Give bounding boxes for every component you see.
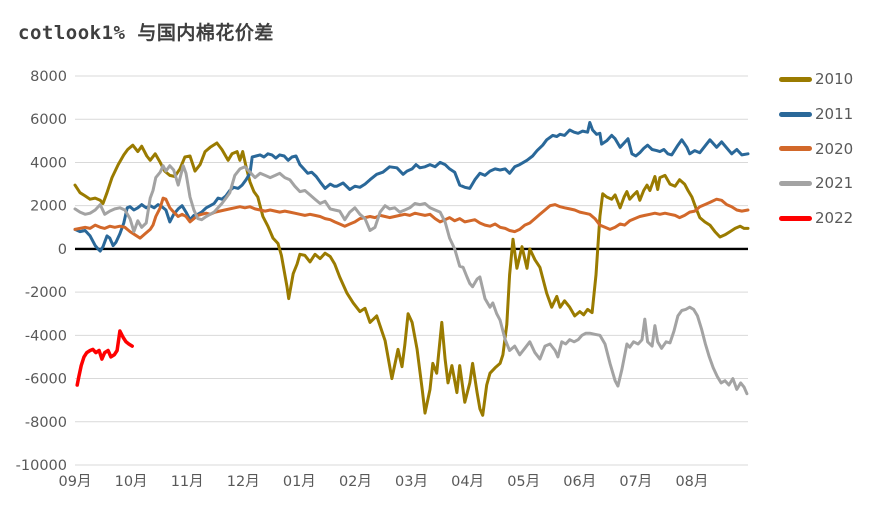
legend-label: 2010	[815, 70, 854, 89]
legend-swatch-icon	[779, 146, 812, 152]
series-line-2021	[73, 164, 749, 396]
x-axis-label: 09月	[59, 474, 92, 490]
legend-item-2021: 2021	[779, 166, 879, 201]
series-line-2020	[73, 196, 750, 240]
y-axis-label: 6000	[30, 112, 67, 128]
x-axis-label: 07月	[619, 474, 652, 490]
y-axis-label: 4000	[30, 155, 67, 171]
legend-item-2011: 2011	[779, 97, 879, 132]
legend-swatch-icon	[779, 111, 812, 117]
x-axis-labels: 09月 10月 11月 12月 01月 02月 03月 04月 05月 06月 07月 08月	[59, 474, 709, 490]
series-line-2011	[73, 121, 750, 253]
x-axis-label: 01月	[283, 474, 316, 490]
y-axis-label: 0	[58, 242, 67, 258]
gridlines	[75, 75, 748, 466]
x-axis-label: 03月	[395, 474, 428, 490]
legend-swatch-icon	[779, 215, 812, 221]
y-axis-label: -10000	[16, 458, 67, 474]
legend-swatch-icon	[779, 180, 812, 186]
x-axis-label: 05月	[507, 474, 540, 490]
legend-label: 2022	[815, 209, 854, 228]
legend-swatch-icon	[779, 76, 812, 82]
legend-label: 2021	[815, 174, 854, 193]
y-axis-label: -6000	[25, 372, 67, 388]
legend-label: 2020	[815, 139, 854, 158]
series-line-2010	[73, 141, 750, 417]
x-axis-label: 11月	[171, 474, 204, 490]
legend-item-2022: 2022	[779, 201, 879, 236]
y-axis-label: 8000	[30, 69, 67, 85]
x-axis-label: 10月	[115, 474, 148, 490]
y-axis-label: -8000	[25, 415, 67, 431]
legend-item-2010: 2010	[779, 62, 879, 97]
y-axis-label: -4000	[25, 328, 67, 344]
y-axis-labels: 8000 6000 4000 2000 0 -2000 -4000 -6000 -8000 -10…	[16, 69, 67, 474]
x-axis-label: 08月	[675, 474, 708, 490]
x-axis-label: 04月	[451, 474, 484, 490]
series-lines	[73, 121, 750, 417]
y-axis-label: 2000	[30, 199, 67, 215]
y-axis-label: -2000	[25, 285, 67, 301]
legend-label: 2011	[815, 105, 854, 124]
x-axis-label: 02月	[339, 474, 372, 490]
x-axis-label: 06月	[563, 474, 596, 490]
legend-item-2020: 2020	[779, 131, 879, 166]
series-line-2022	[75, 329, 134, 387]
legend: 2010 2011 2020 2021 2022	[779, 62, 879, 235]
x-axis-label: 12月	[227, 474, 260, 490]
chart-title: cotlook1% 与国内棉花价差	[18, 22, 274, 44]
